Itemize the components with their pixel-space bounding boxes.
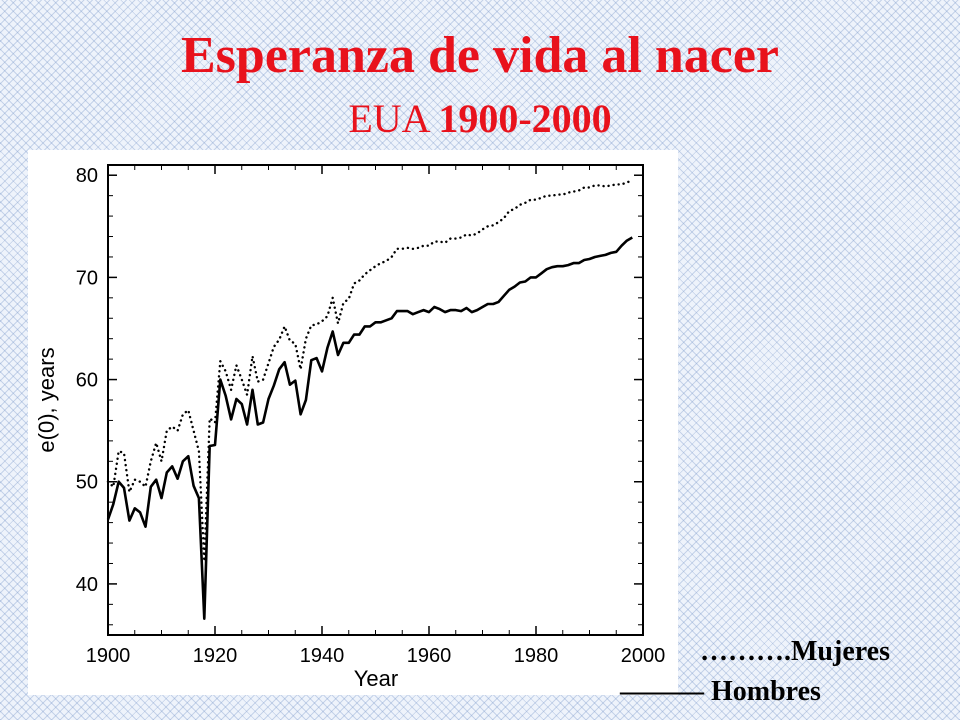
x-tick-label: 1960 [407, 645, 452, 667]
subtitle-years: 1900-2000 [438, 96, 612, 141]
y-tick-label: 80 [76, 165, 98, 187]
series-line-hombres [106, 236, 633, 621]
x-tick-label: 1980 [514, 645, 559, 667]
x-tick-label: 1900 [86, 645, 131, 667]
legend-hombres: ——— Hombres [620, 676, 821, 707]
chart-panel: 1900 1920 1940 1960 1980 2000 40 50 60 70 80 Year … [28, 150, 678, 695]
x-tick-label: 1940 [300, 645, 345, 667]
x-axis-label: Year [354, 666, 398, 691]
y-tick-label: 60 [76, 370, 98, 392]
x-tick-label: 2000 [621, 645, 666, 667]
legend-mujeres: ……….Mujeres [700, 636, 890, 667]
y-tick-label: 50 [76, 472, 98, 494]
y-tick-label: 40 [76, 574, 98, 596]
subtitle-country: EUA [348, 96, 429, 141]
y-axis-label: e(0), years [34, 347, 59, 452]
ticks-layer: 1900 1920 1940 1960 1980 2000 40 50 60 70 80 [76, 165, 666, 667]
y-tick-label: 70 [76, 267, 98, 289]
x-tick-label: 1920 [193, 645, 238, 667]
series-layer [106, 179, 634, 621]
slide-title: Esperanza de vida al nacer [181, 27, 779, 84]
series-line-mujeres [106, 179, 634, 563]
slide-subtitle: EUA 1900-2000 [0, 96, 960, 142]
plot-frame [107, 164, 644, 636]
